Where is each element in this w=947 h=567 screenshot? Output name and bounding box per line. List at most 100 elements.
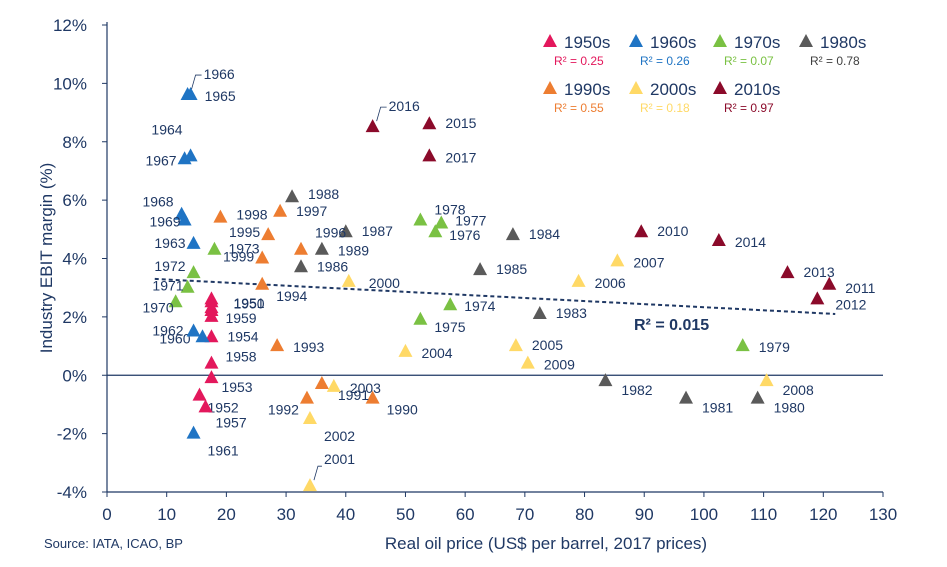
point-label-2016: 2016 xyxy=(389,98,420,114)
y-tick-label: 4% xyxy=(62,250,87,269)
point-1987 xyxy=(338,224,353,238)
point-label-1950: 1950 xyxy=(233,295,264,311)
legend-marker-1980s xyxy=(799,34,813,47)
point-1957 xyxy=(198,399,213,413)
point-label-1975: 1975 xyxy=(434,319,465,335)
point-1972 xyxy=(186,265,201,279)
point-label-1984: 1984 xyxy=(529,226,560,242)
x-tick-label: 50 xyxy=(396,505,415,524)
point-1981 xyxy=(679,390,694,404)
point-1966 xyxy=(180,87,195,101)
point-label-2005: 2005 xyxy=(532,337,563,353)
point-2007 xyxy=(610,253,625,267)
point-label-1972: 1972 xyxy=(154,258,185,274)
point-2012 xyxy=(810,291,825,305)
point-label-1979: 1979 xyxy=(759,339,790,355)
legend-marker-1990s xyxy=(543,81,557,94)
y-tick-label: 12% xyxy=(53,16,87,35)
point-label-1963: 1963 xyxy=(154,235,185,251)
point-label-2017: 2017 xyxy=(445,149,476,165)
legend-label-2010s: 2010s xyxy=(734,80,780,99)
point-label-1993: 1993 xyxy=(293,339,324,355)
point-label-1968: 1968 xyxy=(142,194,173,210)
point-label-1981: 1981 xyxy=(702,400,733,416)
point-label-1990: 1990 xyxy=(387,402,418,418)
x-tick-label: 120 xyxy=(809,505,837,524)
point-label-1962: 1962 xyxy=(152,322,183,338)
legend-r2-2000s: R² = 0.18 xyxy=(640,101,690,115)
point-label-1973: 1973 xyxy=(228,241,259,257)
y-tick-label: 2% xyxy=(62,308,87,327)
point-label-2014: 2014 xyxy=(735,234,766,250)
legend-r2-1960s: R² = 0.26 xyxy=(640,54,690,68)
legend-r2-2010s: R² = 0.97 xyxy=(724,101,774,115)
point-label-1952: 1952 xyxy=(208,400,239,416)
point-1979 xyxy=(735,338,750,352)
point-1963 xyxy=(186,235,201,249)
point-label-1958: 1958 xyxy=(225,349,256,365)
point-1997 xyxy=(273,203,288,217)
leader-line xyxy=(191,74,202,90)
legend-marker-2000s xyxy=(629,81,643,94)
source-note: Source: IATA, ICAO, BP xyxy=(44,536,183,551)
point-label-2007: 2007 xyxy=(633,254,664,270)
point-2010 xyxy=(634,224,649,238)
point-1975 xyxy=(413,311,428,325)
point-1998 xyxy=(213,209,228,223)
x-axis-title: Real oil price (US$ per barrel, 2017 pri… xyxy=(385,534,707,553)
point-label-1966: 1966 xyxy=(204,66,235,82)
point-2017 xyxy=(422,148,437,162)
legend: 1950s R² = 0.25 1960s R² = 0.26 1970s R² = 0.… xyxy=(543,33,866,115)
x-tick-label: 60 xyxy=(456,505,475,524)
point-label-2013: 2013 xyxy=(803,264,834,280)
point-1989 xyxy=(314,241,329,255)
legend-marker-1960s xyxy=(629,34,643,47)
point-label-2006: 2006 xyxy=(595,275,626,291)
point-1961 xyxy=(186,425,201,439)
legend-label-1990s: 1990s xyxy=(564,80,610,99)
point-label-2015: 2015 xyxy=(445,115,476,131)
leader-line xyxy=(376,106,387,122)
point-label-1989: 1989 xyxy=(338,243,369,259)
y-tick-label: -2% xyxy=(57,425,87,444)
point-1967 xyxy=(177,151,192,165)
x-tick-label: 110 xyxy=(750,505,777,524)
point-label-1998: 1998 xyxy=(236,207,267,223)
point-label-1957: 1957 xyxy=(215,414,246,430)
point-label-1982: 1982 xyxy=(621,382,652,398)
point-1969 xyxy=(177,212,192,226)
x-tick-label: 40 xyxy=(336,505,355,524)
point-label-1991: 1991 xyxy=(338,387,369,403)
point-label-1986: 1986 xyxy=(317,258,348,274)
point-1953 xyxy=(204,370,219,384)
legend-marker-1970s xyxy=(713,34,727,47)
point-2009 xyxy=(520,355,535,369)
point-1986 xyxy=(294,259,308,273)
point-label-2001: 2001 xyxy=(324,451,355,467)
point-label-1988: 1988 xyxy=(308,186,339,202)
point-label-1959: 1959 xyxy=(225,310,256,326)
y-tick-label: 0% xyxy=(62,366,87,385)
x-tick-label: 20 xyxy=(217,505,236,524)
point-1990 xyxy=(365,390,380,404)
point-label-1997: 1997 xyxy=(296,203,327,219)
legend-label-1950s: 1950s xyxy=(564,33,610,52)
point-label-2010: 2010 xyxy=(657,223,688,239)
legend-r2-1970s: R² = 0.07 xyxy=(724,54,774,68)
point-1983 xyxy=(532,305,547,319)
point-2011 xyxy=(822,276,837,290)
point-2008 xyxy=(759,373,774,387)
point-1955 xyxy=(204,294,219,308)
y-tick-label: 6% xyxy=(62,191,87,210)
point-2001 xyxy=(302,478,317,492)
point-label-1951: 1951 xyxy=(233,295,264,311)
point-1962 xyxy=(186,323,201,337)
legend-label-1960s: 1960s xyxy=(650,33,696,52)
x-tick-label: 130 xyxy=(869,505,897,524)
point-1995 xyxy=(261,227,276,241)
y-tick-label: 10% xyxy=(53,74,87,93)
point-label-2011: 2011 xyxy=(845,280,875,296)
point-1980 xyxy=(750,390,765,404)
point-label-2009: 2009 xyxy=(544,357,575,373)
